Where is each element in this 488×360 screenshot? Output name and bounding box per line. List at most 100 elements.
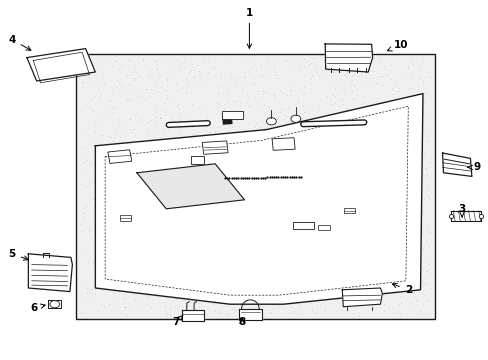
Point (203, 276, 211, 282)
Point (175, 266, 183, 271)
Point (117, 145, 124, 151)
Point (106, 160, 114, 166)
Point (244, 179, 251, 184)
Point (304, 235, 311, 240)
Point (180, 284, 188, 290)
Point (146, 68, 154, 74)
Point (392, 118, 400, 124)
Point (275, 303, 283, 309)
Point (189, 184, 197, 189)
Point (407, 71, 414, 77)
Point (223, 91, 230, 97)
Point (404, 201, 412, 207)
Point (135, 160, 143, 166)
Point (313, 150, 321, 156)
Point (112, 254, 120, 260)
Point (368, 165, 376, 171)
Point (262, 178, 269, 184)
Point (224, 113, 231, 119)
Point (127, 129, 135, 135)
Point (356, 247, 364, 253)
Point (208, 177, 216, 183)
Point (333, 217, 341, 223)
Point (240, 222, 248, 228)
Point (158, 266, 165, 272)
Point (249, 199, 257, 204)
Point (421, 115, 428, 121)
Point (118, 244, 126, 250)
Point (169, 247, 177, 253)
Point (168, 273, 176, 279)
Point (226, 169, 234, 175)
Point (218, 150, 225, 156)
Point (298, 111, 305, 117)
Point (196, 213, 204, 219)
Point (387, 91, 395, 96)
Point (149, 111, 157, 117)
Point (359, 94, 366, 99)
Point (283, 114, 290, 120)
Point (317, 76, 325, 82)
Point (225, 123, 233, 129)
Point (185, 184, 193, 190)
Point (195, 193, 203, 199)
Point (124, 303, 132, 309)
Point (240, 135, 248, 141)
Point (274, 57, 282, 63)
Point (306, 86, 314, 91)
Point (303, 147, 310, 152)
Point (135, 119, 142, 125)
Point (151, 58, 159, 63)
Point (111, 164, 119, 170)
Point (404, 65, 411, 71)
Point (415, 205, 423, 211)
Point (242, 134, 249, 139)
Bar (293, 222, 313, 229)
Point (272, 116, 280, 122)
Point (384, 161, 391, 167)
Point (189, 204, 197, 210)
Point (235, 99, 243, 104)
Point (177, 147, 185, 153)
Point (374, 218, 382, 224)
Point (259, 88, 266, 94)
Point (351, 161, 359, 166)
Point (272, 298, 280, 304)
Point (94, 221, 102, 226)
Point (292, 170, 300, 176)
Point (219, 243, 227, 248)
Point (133, 91, 141, 97)
Point (113, 307, 121, 313)
Point (330, 93, 338, 99)
Point (308, 55, 316, 60)
Point (227, 267, 235, 273)
Point (281, 211, 288, 217)
Point (90, 93, 98, 99)
Point (142, 159, 150, 165)
Point (243, 159, 251, 165)
Point (396, 288, 404, 294)
Point (137, 238, 145, 244)
Point (403, 157, 411, 163)
Point (294, 188, 302, 194)
Point (94, 86, 102, 92)
Point (306, 292, 314, 298)
Point (254, 176, 262, 182)
Point (223, 136, 231, 142)
Point (123, 149, 131, 154)
Point (356, 144, 364, 150)
Point (339, 160, 347, 166)
Point (317, 163, 325, 168)
Point (174, 89, 182, 94)
Point (360, 127, 368, 133)
Point (411, 258, 419, 264)
Point (78, 300, 86, 305)
Point (290, 151, 298, 157)
Point (348, 122, 356, 128)
Point (325, 227, 332, 233)
Point (314, 149, 322, 155)
Point (196, 145, 204, 150)
Point (79, 227, 86, 233)
Point (279, 116, 287, 122)
Point (334, 103, 342, 109)
